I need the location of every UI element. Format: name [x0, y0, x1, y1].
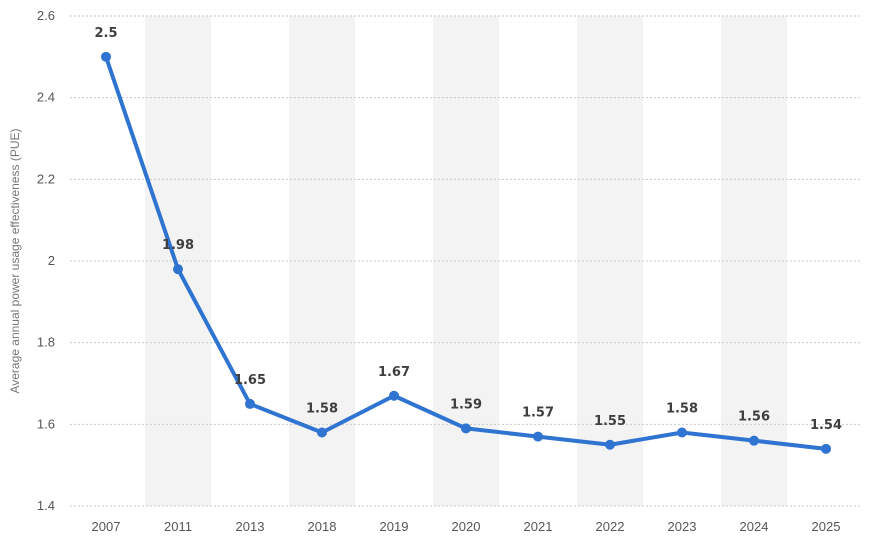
- data-labels: 2.5 1.98 1.65 1.58 1.67 1.59 1.57 1.55 1.58 1.56 1…: [94, 26, 842, 433]
- data-point[interactable]: [533, 431, 543, 442]
- data-point[interactable]: [461, 423, 471, 434]
- x-tick-label: 2023: [668, 519, 697, 534]
- y-axis-ticks: 2.6 2.4 2.2 2 1.8 1.6 1.4: [37, 8, 55, 513]
- data-label: 1.58: [306, 402, 338, 417]
- x-tick-label: 2011: [164, 519, 192, 534]
- x-tick-label: 2007: [92, 519, 121, 534]
- data-point[interactable]: [101, 51, 111, 62]
- data-point[interactable]: [749, 435, 759, 446]
- data-label: 1.55: [594, 414, 626, 429]
- y-tick-label: 1.6: [37, 416, 55, 431]
- y-axis-title: Average annual power usage effectiveness…: [8, 128, 22, 393]
- data-point[interactable]: [677, 427, 687, 438]
- x-tick-label: 2020: [452, 519, 481, 534]
- y-tick-label: 2.2: [37, 171, 55, 186]
- data-point[interactable]: [317, 427, 327, 438]
- x-axis-ticks: 2007 2011 2013 2018 2019 2020 2021 2022 2023 2024…: [92, 519, 841, 534]
- data-label: 1.58: [666, 402, 698, 417]
- data-label: 1.98: [162, 238, 194, 253]
- x-tick-label: 2013: [236, 519, 265, 534]
- x-tick-label: 2019: [380, 519, 409, 534]
- x-tick-label: 2021: [524, 519, 553, 534]
- data-point[interactable]: [821, 443, 831, 454]
- x-tick-label: 2025: [812, 519, 841, 534]
- data-point[interactable]: [245, 398, 255, 409]
- data-point[interactable]: [389, 390, 399, 401]
- data-label: 1.56: [738, 410, 770, 425]
- data-label: 1.59: [450, 397, 482, 412]
- y-tick-label: 1.8: [37, 335, 55, 350]
- y-tick-label: 1.4: [37, 498, 55, 513]
- y-tick-label: 2.4: [37, 90, 55, 105]
- data-label: 2.5: [94, 26, 117, 41]
- data-label: 1.65: [234, 373, 266, 388]
- y-tick-label: 2: [48, 253, 55, 268]
- x-tick-label: 2022: [596, 519, 625, 534]
- data-point[interactable]: [173, 264, 183, 275]
- x-tick-label: 2024: [740, 519, 769, 534]
- x-tick-label: 2018: [308, 519, 337, 534]
- y-tick-label: 2.6: [37, 8, 55, 23]
- gridlines: [70, 15, 862, 507]
- data-point[interactable]: [605, 439, 615, 450]
- data-label: 1.67: [378, 365, 410, 380]
- series-pue: [101, 51, 831, 454]
- data-label: 1.54: [810, 418, 842, 433]
- data-label: 1.57: [522, 406, 554, 421]
